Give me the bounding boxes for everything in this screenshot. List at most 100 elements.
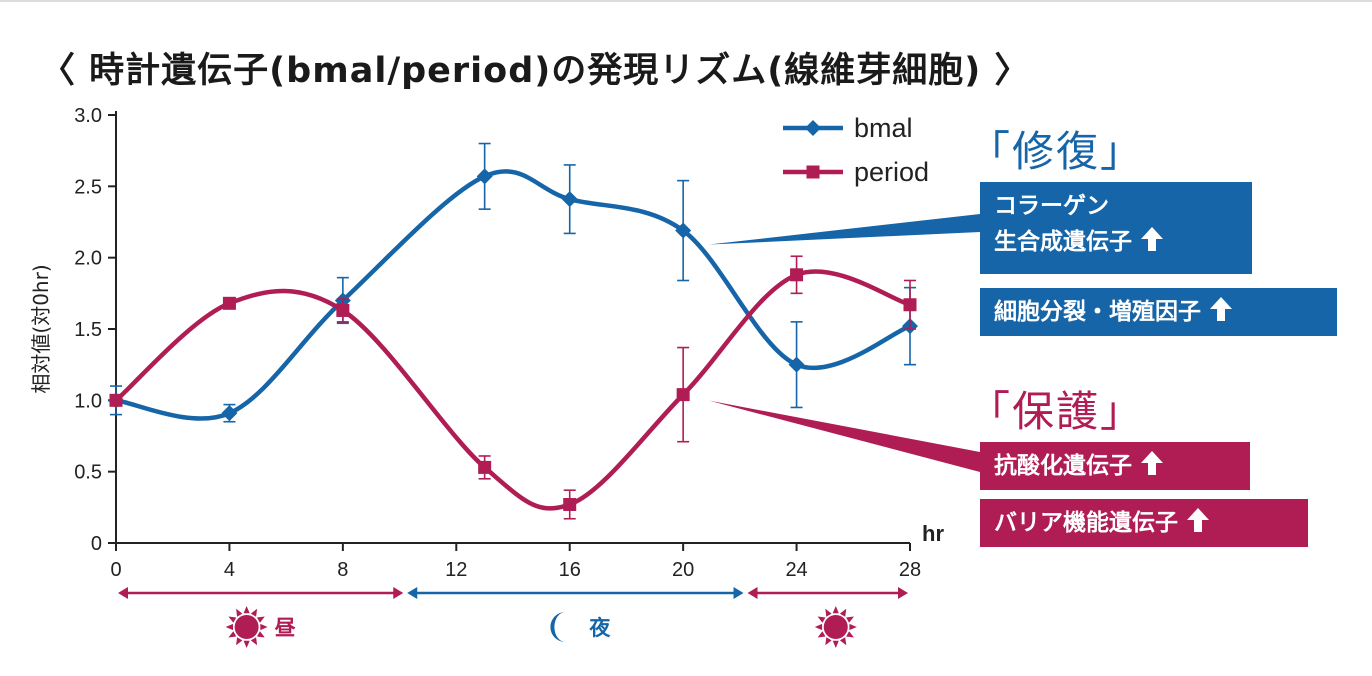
repair-box-division-text: 細胞分裂・増殖因子 bbox=[994, 299, 1201, 325]
period-point bbox=[903, 298, 917, 312]
x-tick-label: 8 bbox=[337, 559, 348, 581]
period-arrow-head bbox=[898, 587, 908, 599]
period-arrow-head bbox=[393, 587, 404, 599]
period-point bbox=[222, 296, 236, 310]
sun-ray bbox=[839, 637, 847, 646]
sun-ray bbox=[846, 616, 854, 623]
sun-disc bbox=[823, 615, 848, 639]
y-tick-label: 2.0 bbox=[74, 248, 102, 270]
sun-ray bbox=[250, 637, 258, 646]
period-point bbox=[336, 303, 350, 317]
legend: bmal period bbox=[783, 113, 929, 187]
x-tick-label: 0 bbox=[110, 559, 121, 581]
up-arrow-icon bbox=[1141, 451, 1163, 475]
bmal-point bbox=[675, 222, 692, 239]
period-point bbox=[478, 460, 492, 474]
sun-ray bbox=[236, 637, 243, 646]
period-arrow-head bbox=[118, 587, 128, 599]
page-title: 〈 時計遺伝子(bmal/period)の発現リズム(線維芽細胞) 〉 bbox=[40, 51, 1031, 91]
legend-bmal-label: bmal bbox=[854, 113, 913, 143]
y-tick-label: 1.5 bbox=[74, 319, 102, 341]
sun-ray bbox=[832, 606, 839, 614]
sun-ray bbox=[243, 640, 250, 648]
sun-ray bbox=[817, 616, 826, 623]
sun-ray bbox=[849, 623, 857, 631]
sun-icon bbox=[225, 606, 268, 648]
sun-ray bbox=[825, 637, 832, 646]
sun-ray bbox=[228, 631, 237, 638]
period-arrow-head bbox=[407, 587, 418, 599]
x-tick-label: 28 bbox=[899, 559, 921, 581]
period-point bbox=[790, 268, 804, 282]
sun-ray bbox=[832, 640, 839, 648]
moon-shape bbox=[550, 612, 566, 642]
repair-box-collagen: コラーゲン 生合成遺伝子 bbox=[980, 182, 1252, 274]
y-tick-label: 0 bbox=[91, 533, 102, 555]
x-tick-label: 24 bbox=[785, 559, 807, 581]
period-point bbox=[563, 497, 577, 511]
sun-ray bbox=[250, 608, 258, 617]
legend-period-marker bbox=[806, 165, 820, 179]
sun-ray bbox=[260, 623, 268, 631]
bmal-point bbox=[561, 191, 578, 208]
bmal-point bbox=[788, 356, 805, 373]
period-arrow-head bbox=[747, 587, 758, 599]
x-axis-label: hr bbox=[922, 521, 944, 546]
period-label: 夜 bbox=[588, 616, 611, 640]
period-arrow-head bbox=[733, 587, 744, 599]
legend-bmal-marker bbox=[805, 120, 821, 136]
y-tick-label: 3.0 bbox=[74, 105, 102, 127]
repair-box-collagen-line1: コラーゲン bbox=[994, 193, 1109, 219]
top-rule bbox=[0, 0, 1372, 2]
sun-icon bbox=[814, 606, 857, 648]
protect-heading: 「保護」 bbox=[968, 387, 1145, 436]
protect-callout-pointer bbox=[709, 400, 980, 472]
y-axis-label: 相対値(対0hr) bbox=[29, 264, 53, 393]
repair-box-collagen-line2: 生合成遺伝子 bbox=[994, 224, 1238, 260]
series-period bbox=[109, 255, 917, 520]
period-point bbox=[109, 393, 123, 407]
sun-ray bbox=[256, 616, 265, 623]
protect-box-barrier: バリア機能遺伝子 bbox=[980, 499, 1308, 547]
sun-ray bbox=[825, 608, 832, 617]
sun-ray bbox=[236, 608, 243, 617]
protect-box-antioxidant-line: 抗酸化遺伝子 bbox=[994, 448, 1236, 484]
sun-ray bbox=[243, 606, 250, 614]
sun-ray bbox=[817, 631, 826, 638]
period-2: 夜 bbox=[407, 587, 744, 642]
protect-box-antioxidant-text: 抗酸化遺伝子 bbox=[994, 453, 1132, 479]
y-tick-label: 0.5 bbox=[74, 462, 102, 484]
period-point bbox=[676, 388, 690, 402]
period-1: 昼 bbox=[118, 587, 404, 648]
up-arrow-icon bbox=[1187, 508, 1209, 532]
sun-ray bbox=[228, 616, 237, 623]
sun-ray bbox=[846, 631, 854, 638]
period-line bbox=[114, 269, 911, 511]
sun-ray bbox=[839, 608, 847, 617]
repair-callout-pointer bbox=[709, 214, 980, 245]
moon-icon bbox=[550, 612, 566, 642]
x-tick-label: 16 bbox=[559, 559, 581, 581]
period-label: 昼 bbox=[275, 616, 296, 640]
sun-disc bbox=[234, 615, 259, 639]
repair-box-division: 細胞分裂・増殖因子 bbox=[980, 288, 1337, 336]
bmal-line bbox=[115, 169, 911, 421]
up-arrow-icon bbox=[1210, 297, 1232, 321]
x-tick-label: 20 bbox=[672, 559, 694, 581]
protect-box-barrier-text: バリア機能遺伝子 bbox=[994, 510, 1178, 536]
x-tick-label: 4 bbox=[224, 559, 235, 581]
sun-ray bbox=[256, 631, 265, 638]
up-arrow-icon bbox=[1141, 227, 1163, 251]
x-tick-label: 12 bbox=[445, 559, 467, 581]
period-3 bbox=[747, 587, 908, 648]
sun-ray bbox=[814, 623, 823, 631]
protect-box-barrier-line: バリア機能遺伝子 bbox=[994, 505, 1294, 541]
repair-heading: 「修復」 bbox=[968, 127, 1145, 176]
bmal-point bbox=[221, 405, 238, 422]
repair-box-division-line: 細胞分裂・増殖因子 bbox=[994, 294, 1323, 330]
y-tick-label: 1.0 bbox=[74, 390, 102, 412]
repair-box-collagen-text: 生合成遺伝子 bbox=[994, 229, 1132, 255]
bmal-point bbox=[476, 168, 493, 185]
protect-box-antioxidant: 抗酸化遺伝子 bbox=[980, 442, 1250, 490]
